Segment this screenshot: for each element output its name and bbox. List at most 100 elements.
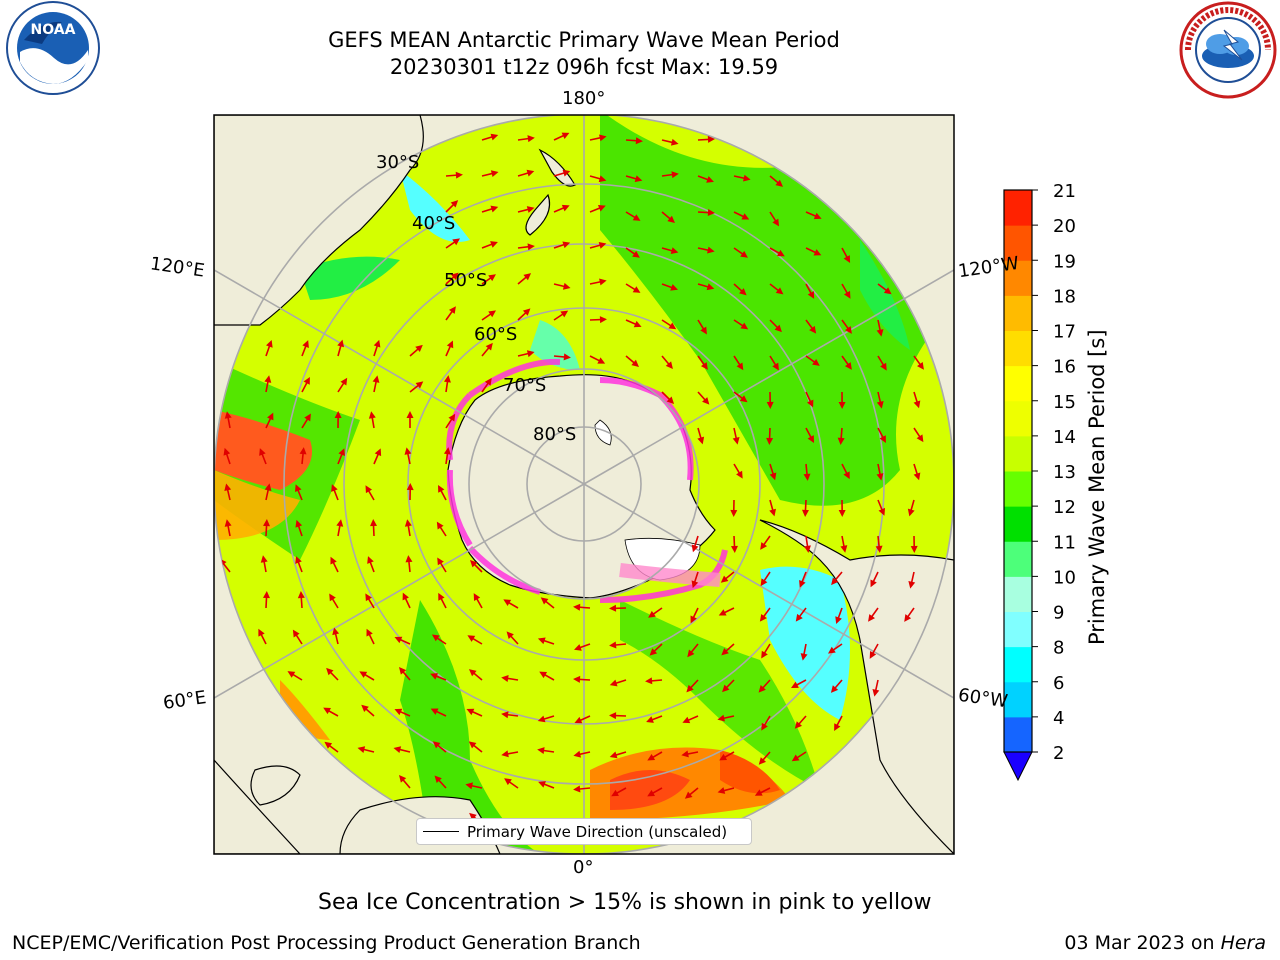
madagascar-land (250, 765, 301, 806)
wave-arrow-head (907, 508, 915, 517)
wave-arrow-head (561, 132, 570, 139)
wave-arrow-head (526, 206, 535, 213)
wave-arrow-head (443, 375, 451, 383)
colorbar-segment (1004, 260, 1032, 296)
wave-arrow-head (843, 471, 850, 480)
wave-arrow-head (702, 397, 710, 405)
wave-arrow-head (766, 437, 774, 445)
wave-arrow-head (538, 781, 546, 788)
wave-arrow-head (609, 679, 618, 687)
wave-arrow-head (803, 473, 811, 481)
map-frame (213, 114, 955, 855)
wave-arrow-head (879, 435, 886, 444)
wave-arrow-head (259, 448, 266, 456)
wave-arrow-head (574, 644, 582, 651)
wave-arrow-head (299, 447, 307, 455)
wave-arrow-head (598, 175, 607, 183)
wave-arrow-head (872, 689, 880, 697)
wave-arrow-head (562, 169, 571, 177)
wave-arrow-head (904, 614, 912, 622)
wave-arrow-head (740, 322, 749, 330)
wave-arrow-head (769, 472, 777, 481)
wave-arrow-head (374, 448, 382, 457)
wave-arrow-head (843, 290, 851, 299)
wave-arrow-head (527, 243, 535, 251)
wave-arrow-head (258, 628, 265, 637)
wave-arrow-head (466, 708, 475, 716)
wave-arrow-head (758, 757, 767, 765)
wave-arrow-head (878, 507, 886, 516)
wave-arrow-head (632, 250, 640, 258)
wave-arrow-head (484, 378, 492, 386)
wave-arrow-head (908, 580, 916, 589)
wave-arrow-head (448, 306, 456, 314)
wave-arrow-head (870, 579, 877, 588)
wave-arrow-head (402, 592, 409, 601)
wave-arrow-head (869, 651, 877, 659)
wave-arrow-head (732, 437, 740, 445)
colorbar-segment (1004, 435, 1032, 472)
wave-arrow-head (287, 671, 296, 678)
colorbar-tick-label: 10 (1053, 567, 1076, 588)
nws-logo (1179, 1, 1277, 99)
wave-arrow-head (647, 753, 656, 761)
wave-arrow-head (266, 339, 273, 348)
wave-arrow-head (706, 283, 715, 291)
wave-arrow-head (635, 137, 643, 145)
footer-date: 03 Mar 2023 on (1064, 932, 1221, 954)
wave-arrow-head (370, 519, 378, 527)
wave-arrow-head (697, 436, 705, 445)
wave-arrow-head (537, 747, 545, 755)
chart-subtitle: 20230301 t12z 096h fcst Max: 19.59 (389, 55, 779, 79)
wave-arrow-head (597, 205, 606, 212)
wave-arrow-head (795, 613, 803, 622)
wave-arrow-head (718, 609, 727, 616)
wave-arrow-head (405, 555, 413, 563)
wave-arrow-head (741, 213, 750, 220)
wave-arrow-head (611, 789, 619, 797)
wave-arrow-head (501, 711, 509, 719)
colorbar-tick-label: 18 (1053, 286, 1076, 307)
wave-arrow-head (835, 616, 842, 624)
wave-arrow-head (455, 171, 463, 179)
wave-arrow-head (609, 604, 617, 612)
wave-arrow-head (813, 212, 822, 220)
colorbar-tick-label: 2 (1053, 743, 1064, 764)
wave-arrow-head (359, 671, 368, 678)
wave-arrow-head (295, 519, 303, 528)
wave-arrow-head (801, 509, 809, 517)
wave-arrow-head (324, 741, 333, 749)
wave-arrow-head (329, 593, 336, 602)
wave-arrow-head (432, 741, 441, 749)
wave-arrow-head (880, 362, 887, 371)
wave-arrow-head (666, 396, 675, 404)
wave-arrow-head (443, 447, 451, 455)
wave-arrow-head (295, 556, 302, 564)
lon-label-180: 180° (562, 88, 606, 109)
wave-arrow-head (488, 310, 497, 318)
wave-arrow-head (809, 325, 817, 334)
wave-arrow-head (634, 175, 643, 183)
wave-arrow-head (761, 650, 768, 659)
wave-arrow-head (292, 629, 300, 638)
wave-arrow-head (706, 176, 714, 183)
wave-arrow-head (264, 483, 272, 491)
legend-line-swatch (423, 831, 459, 832)
wave-arrow-head (700, 362, 708, 370)
wave-arrow-head (302, 340, 309, 348)
wave-arrow-head (794, 721, 803, 729)
wave-arrow-head (357, 746, 366, 753)
wave-arrow-head (803, 545, 811, 553)
wave-arrow-head (740, 250, 748, 258)
wave-arrow-head (838, 401, 846, 409)
wave-arrow-head (682, 716, 691, 724)
colorbar-tick-label: 9 (1053, 603, 1064, 624)
colorbar-segment (1004, 646, 1032, 683)
wave-arrow-head (766, 401, 774, 409)
wave-arrow-head (876, 400, 884, 409)
wave-arrow-head (700, 326, 707, 335)
wave-arrow-head (465, 782, 473, 790)
wave-arrow-head (599, 278, 607, 286)
chart-title: GEFS MEAN Antarctic Primary Wave Mean Pe… (328, 28, 840, 52)
